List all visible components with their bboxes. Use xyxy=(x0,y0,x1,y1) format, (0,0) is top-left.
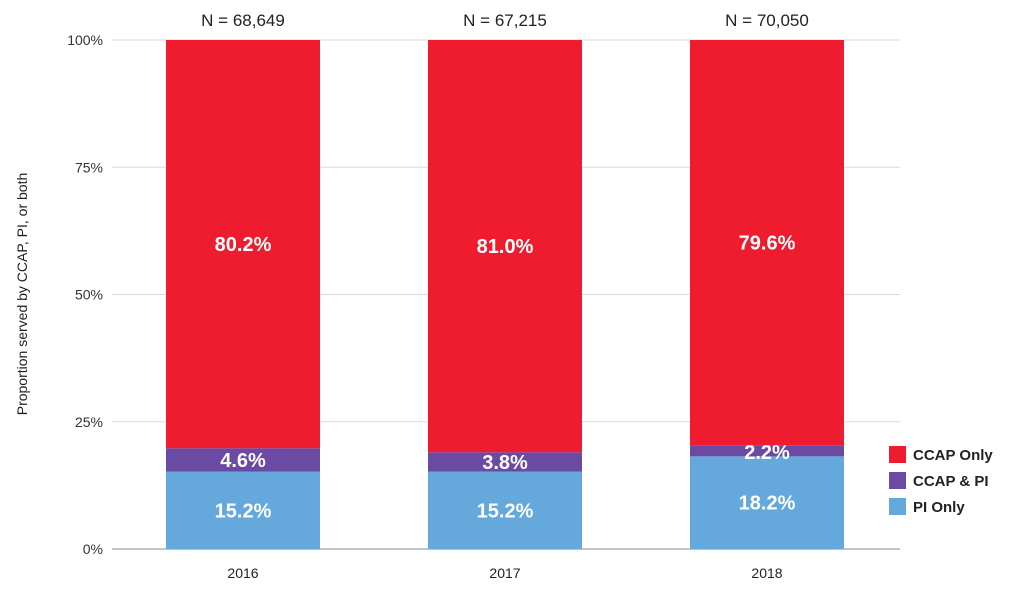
y-tick-label: 100% xyxy=(67,32,103,48)
legend-label: PI Only xyxy=(913,499,965,516)
x-tick-label: 2016 xyxy=(227,565,258,581)
y-tick-label: 50% xyxy=(75,287,103,303)
data-label: 15.2% xyxy=(477,500,534,522)
n-label: N = 70,050 xyxy=(725,11,809,30)
bar-segment xyxy=(428,40,582,453)
data-label: 79.6% xyxy=(739,233,796,255)
data-label: 18.2% xyxy=(739,493,796,515)
legend-swatch xyxy=(889,446,906,463)
data-label: 15.2% xyxy=(215,500,272,522)
n-label: N = 68,649 xyxy=(201,11,285,30)
y-tick-label: 25% xyxy=(75,414,103,430)
y-tick-label: 0% xyxy=(83,541,103,557)
legend-swatch xyxy=(889,472,906,489)
n-label: N = 67,215 xyxy=(463,11,547,30)
y-tick-label: 75% xyxy=(75,159,103,175)
legend-swatch xyxy=(889,498,906,515)
data-label: 4.6% xyxy=(220,450,266,472)
legend-label: CCAP & PI xyxy=(913,473,989,490)
data-label: 3.8% xyxy=(482,452,528,474)
y-axis: 0% 25% 50% 75% 100% xyxy=(67,32,103,557)
data-label: 81.0% xyxy=(477,236,534,258)
bar-segment xyxy=(166,471,320,549)
data-label: 2.2% xyxy=(744,442,790,464)
legend: CCAP Only CCAP & PI PI Only xyxy=(889,446,993,516)
x-tick-label: 2018 xyxy=(751,565,782,581)
data-label: 80.2% xyxy=(215,234,272,256)
bar-segment xyxy=(690,456,844,549)
bars: 15.2% 4.6% 80.2% 15.2% 3.8% 81.0% 18.2% 2.2% 79.… xyxy=(166,40,844,549)
n-labels: N = 68,649 N = 67,215 N = 70,050 xyxy=(201,11,809,30)
bar-segment xyxy=(166,40,320,449)
y-axis-label: Proportion served by CCAP, PI, or both xyxy=(14,173,30,416)
x-axis: 2016 2017 2018 xyxy=(227,565,782,581)
legend-label: CCAP Only xyxy=(913,447,993,464)
bar-segment xyxy=(428,471,582,549)
bar-segment xyxy=(690,40,844,446)
x-tick-label: 2017 xyxy=(489,565,520,581)
bar-segment xyxy=(690,445,844,457)
bar-segment xyxy=(166,448,320,472)
bar-segment xyxy=(428,452,582,472)
